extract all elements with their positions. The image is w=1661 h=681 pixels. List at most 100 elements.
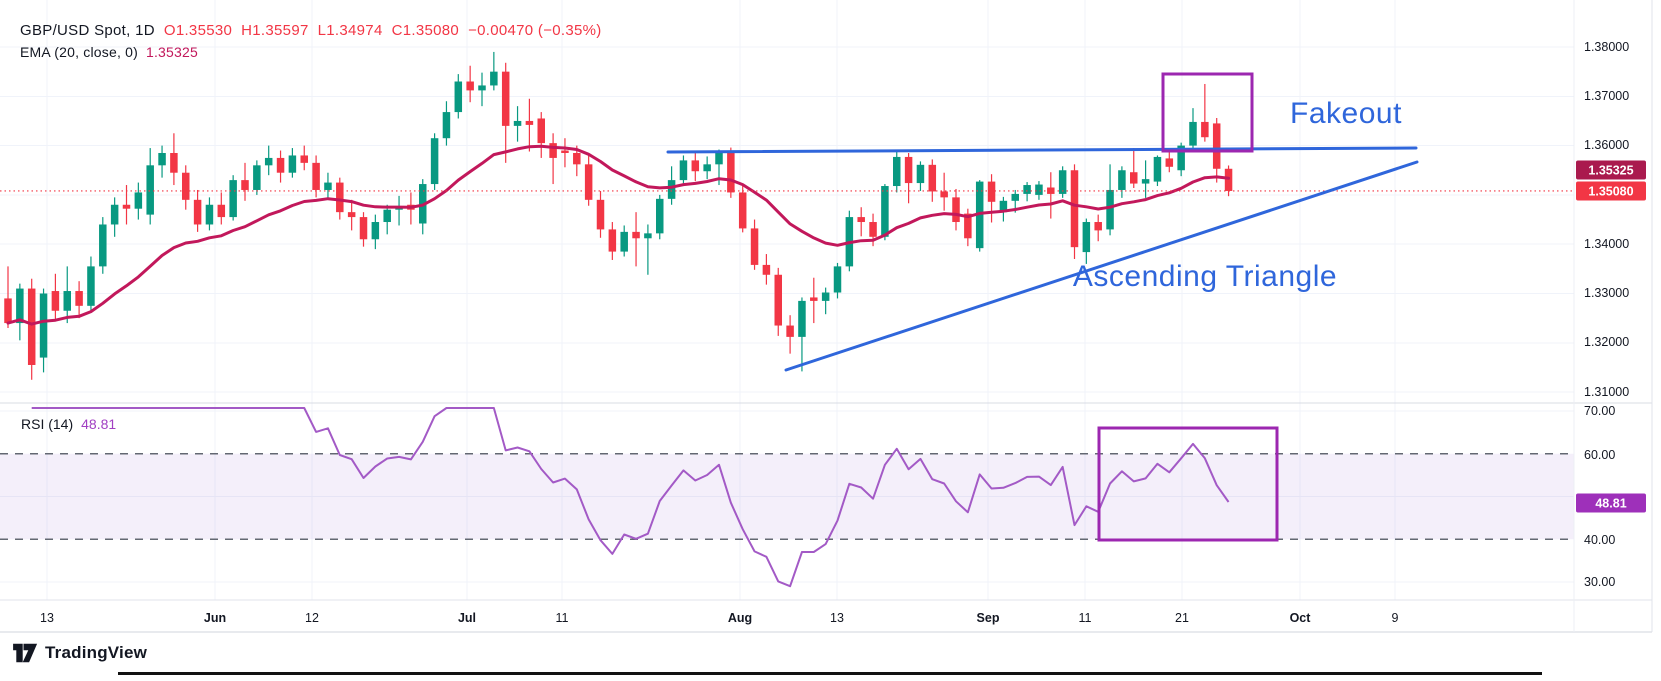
bottom-rule (118, 672, 1542, 675)
candle-body (1094, 222, 1102, 231)
time-axis-label: 11 (1078, 611, 1092, 625)
rsi-value-badge: 48.81 (1576, 493, 1646, 513)
candle-body (336, 182, 344, 213)
candle-body (916, 164, 925, 184)
price-axis-label: 1.31000 (1584, 385, 1630, 399)
quote-part: L1.34974 (317, 22, 383, 39)
candle-body (987, 181, 996, 202)
quote-part: H1.35597 (241, 22, 309, 39)
candle-body (952, 197, 960, 223)
candle-body (904, 156, 913, 184)
fakeout-annotation-text[interactable]: Fakeout (1290, 97, 1402, 130)
triangle-resistance-line[interactable] (666, 146, 1418, 154)
candle-body (691, 160, 700, 172)
candle-body (1189, 121, 1197, 146)
candle-body (312, 162, 320, 190)
candle-body (442, 112, 451, 139)
candle-body (229, 180, 237, 218)
candle-body (4, 298, 12, 324)
candle-body (940, 191, 948, 198)
ema-line[interactable] (6, 144, 1231, 326)
rsi-axis-label: 40.00 (1584, 533, 1616, 547)
time-axis-label: Aug (727, 611, 753, 625)
candle-body (288, 155, 297, 173)
candle-body (857, 217, 865, 223)
fakeout-rectangle[interactable] (1161, 72, 1254, 153)
candle-body (632, 231, 640, 239)
candle-body (99, 224, 107, 267)
candle-body (1035, 184, 1043, 195)
candle-body (466, 81, 474, 91)
candle-body (869, 222, 877, 237)
candle-body (679, 160, 688, 181)
candle-body (1141, 179, 1150, 184)
candle-body (1153, 156, 1162, 182)
candle-body (561, 150, 569, 153)
ema-label: EMA (20, close, 0) (20, 44, 138, 60)
price-axis-label: 1.37000 (1584, 89, 1630, 103)
ohlc-readout: O1.35530 H1.35597 L1.34974 C1.35080 −0.00470… (155, 22, 602, 39)
candle-body (727, 151, 735, 193)
time-axis-label: Oct (1289, 611, 1311, 625)
candle-body (134, 192, 143, 209)
candle-body (347, 212, 356, 218)
rsi-axis-label: 60.00 (1584, 448, 1616, 462)
time-axis[interactable] (0, 600, 1574, 632)
candle-body (454, 81, 463, 113)
time-axis-label: Jul (457, 611, 477, 625)
candle-body (1106, 189, 1114, 230)
candle-body (146, 165, 154, 215)
candle-body (1177, 145, 1185, 171)
rsi-axis-label: 30.00 (1584, 575, 1616, 589)
candle-body (928, 164, 937, 192)
symbol-title[interactable]: GBP/USD Spot, 1D (20, 22, 155, 39)
candle-body (241, 180, 249, 190)
rsi-value: 48.81 (81, 416, 117, 432)
candle-body (122, 204, 131, 209)
candle-body (1118, 170, 1126, 190)
tradingview-logo-text: TradingView (45, 643, 148, 662)
candle-body (762, 264, 771, 275)
rsi-highlight-rectangle[interactable] (1097, 426, 1279, 542)
rsi-label: RSI (14) (21, 416, 74, 432)
candle-body (430, 138, 439, 185)
candle-body (205, 204, 214, 225)
price-axis-label: 1.33000 (1584, 286, 1630, 300)
candle-body (964, 213, 972, 239)
tradingview-logo[interactable]: TradingView (13, 643, 147, 663)
candle-body (253, 165, 261, 190)
candle-body (750, 228, 759, 265)
candle-body (1165, 158, 1174, 167)
triangle-support-line[interactable] (784, 160, 1419, 372)
candle-body (810, 297, 818, 301)
candle-body (596, 199, 605, 230)
candle-body (573, 152, 581, 165)
candle-body (667, 180, 676, 199)
rsi-legend-row[interactable]: RSI (14) 48.81 (21, 416, 116, 432)
price-axis-label: 1.36000 (1584, 138, 1630, 152)
candle-body (703, 164, 711, 172)
candle-body (1224, 168, 1233, 191)
rsi-line[interactable] (31, 407, 1230, 588)
ascending-triangle-annotation-text[interactable]: Ascending Triangle (1072, 260, 1338, 293)
candle-body (786, 325, 794, 337)
candle-body (217, 204, 226, 218)
candle-body (1070, 170, 1079, 248)
price-axis-label: 1.32000 (1584, 335, 1630, 349)
last-price-badge: 1.35080 (1576, 181, 1646, 201)
candle-body (821, 292, 830, 301)
candle-body (182, 172, 190, 200)
candle-body (501, 71, 510, 126)
candle-body (1047, 187, 1055, 194)
candle-body (738, 192, 747, 229)
candle-body (27, 288, 36, 365)
candle-body (881, 186, 889, 237)
symbol-legend-row[interactable]: GBP/USD Spot, 1D O1.35530 H1.35597 L1.34974… (20, 22, 602, 39)
ema-price-badge: 1.35325 (1576, 160, 1646, 180)
candle-body (39, 293, 48, 358)
candle-body (158, 152, 166, 166)
ema-legend-row[interactable]: EMA (20, close, 0) 1.35325 (20, 44, 198, 60)
candle-body (383, 209, 391, 223)
